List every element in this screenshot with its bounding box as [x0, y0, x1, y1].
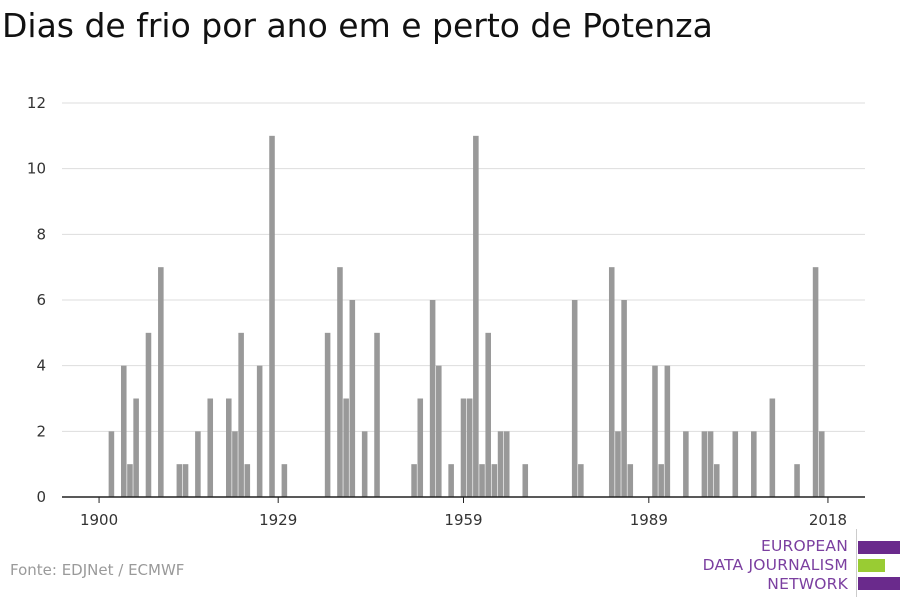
bar	[769, 398, 776, 497]
bar	[818, 431, 825, 497]
x-tick-label: 1989	[630, 511, 668, 529]
bar	[571, 300, 578, 497]
bar	[683, 431, 689, 497]
bar	[225, 398, 232, 497]
logo-bar-top	[858, 541, 900, 554]
bar	[658, 464, 664, 497]
bar	[664, 365, 671, 497]
bar	[615, 431, 621, 497]
bar	[701, 431, 708, 497]
bar	[522, 464, 529, 497]
bar	[145, 332, 152, 497]
bar	[343, 398, 349, 497]
chart-title: Dias de frio por ano em e perto de Poten…	[2, 6, 713, 45]
source-note: Fonte: EDJNet / ECMWF	[10, 561, 185, 579]
logo-line-1: EUROPEAN	[760, 537, 848, 555]
bar	[732, 431, 739, 497]
bar	[621, 300, 627, 497]
bar	[794, 464, 800, 497]
bar	[417, 398, 424, 497]
logo-divider	[856, 529, 857, 597]
bar	[578, 464, 584, 497]
bar	[485, 332, 491, 497]
bar	[256, 365, 263, 497]
bar	[473, 135, 479, 498]
grid-lines	[62, 102, 865, 432]
bar	[608, 267, 615, 497]
logo-bar-bottom	[858, 577, 900, 590]
logo-line-3: NETWORK	[767, 575, 848, 593]
bar	[232, 431, 238, 497]
bar	[503, 431, 510, 497]
bar	[349, 300, 356, 497]
bar	[460, 398, 467, 497]
bar	[281, 464, 288, 497]
bar	[491, 464, 498, 497]
bar	[324, 332, 331, 497]
y-axis-ticks: 0 2 4 6 8 10 12	[27, 94, 46, 506]
x-tick-label: 1959	[444, 511, 482, 529]
y-tick-label: 0	[36, 488, 46, 506]
bar	[337, 267, 343, 497]
y-tick-label: 2	[36, 422, 46, 440]
x-tick-label: 1900	[80, 511, 118, 529]
bar	[751, 431, 757, 497]
bar	[436, 365, 442, 497]
bar	[269, 135, 275, 498]
x-tick-label: 1929	[259, 511, 297, 529]
bar-chart: 0 2 4 6 8 10 12 1900 1929 1959 1989 2018	[27, 94, 865, 529]
y-tick-label: 8	[36, 225, 46, 243]
x-axis-ticks: 1900 1929 1959 1989 2018	[80, 497, 847, 529]
bar	[120, 365, 127, 497]
bar	[411, 464, 417, 497]
bar	[133, 398, 139, 497]
y-tick-label: 4	[36, 357, 46, 375]
bar	[713, 464, 720, 497]
logo-bar-middle	[858, 559, 885, 572]
bar	[207, 398, 214, 497]
bar	[176, 464, 183, 497]
bar	[479, 464, 485, 497]
bar	[182, 464, 189, 497]
bar	[108, 431, 115, 497]
bar	[127, 464, 133, 497]
y-tick-label: 12	[27, 94, 46, 112]
bar	[158, 267, 164, 497]
logo-line-2: DATA JOURNALISM	[702, 556, 848, 574]
bar	[244, 464, 251, 497]
bar	[497, 431, 504, 497]
edjnet-logo: EUROPEAN DATA JOURNALISM NETWORK	[700, 529, 900, 597]
bar	[652, 365, 658, 497]
bar	[812, 267, 819, 497]
logo-text: EUROPEAN DATA JOURNALISM NETWORK	[703, 537, 848, 594]
bar	[466, 398, 473, 497]
bar	[374, 332, 380, 497]
bar	[238, 332, 244, 497]
y-tick-label: 10	[27, 160, 46, 178]
bars	[108, 135, 825, 498]
bar	[448, 464, 454, 497]
y-tick-label: 6	[36, 291, 46, 309]
bar	[627, 464, 634, 497]
bar	[429, 300, 436, 497]
bar	[707, 431, 714, 497]
x-tick-label: 2018	[809, 511, 847, 529]
bar	[195, 431, 201, 497]
bar	[361, 431, 368, 497]
